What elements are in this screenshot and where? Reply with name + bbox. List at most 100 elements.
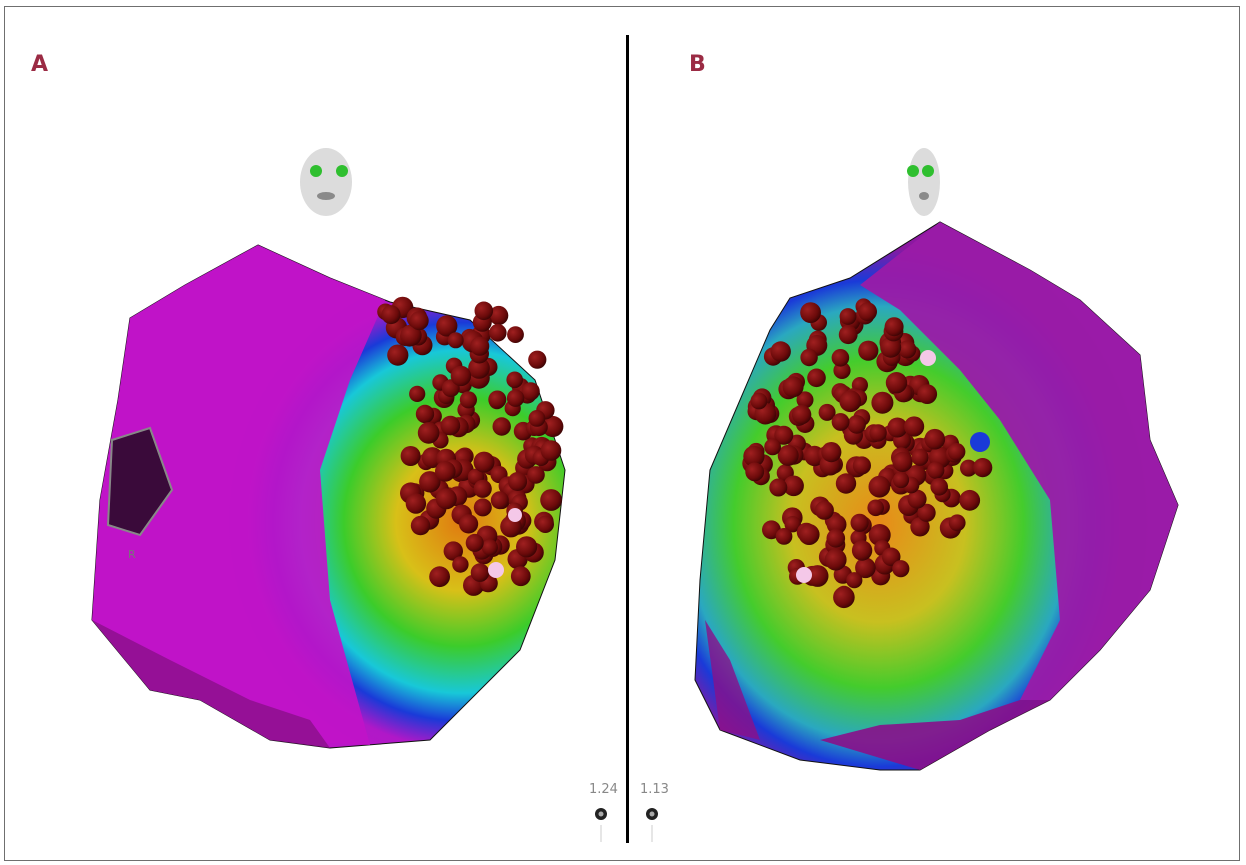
- ablation-lesion: [540, 489, 562, 511]
- ablation-lesion: [851, 540, 873, 561]
- ablation-lesion: [833, 586, 855, 609]
- catheter-marker: [488, 562, 504, 578]
- ablation-lesion: [473, 498, 492, 517]
- ablation-lesion: [775, 528, 793, 545]
- ablation-lesion: [473, 479, 492, 498]
- ablation-lesion: [506, 389, 525, 407]
- ablation-lesion: [410, 515, 431, 536]
- ablation-lesion: [858, 302, 877, 322]
- ablation-lesion: [838, 325, 858, 345]
- ablation-lesion: [880, 336, 902, 358]
- ablation-lesion: [846, 572, 863, 589]
- ablation-lesion: [435, 461, 456, 482]
- ablation-lesion: [782, 376, 804, 398]
- ablation-lesion: [884, 317, 904, 337]
- ablation-lesion: [858, 340, 879, 361]
- ablation-lesion: [489, 305, 509, 326]
- ablation-lesion: [881, 547, 901, 567]
- ablation-lesion: [459, 391, 477, 409]
- ablation-lesion: [470, 336, 490, 356]
- ablation-lesion: [826, 514, 847, 535]
- ablation-lesion: [521, 382, 540, 401]
- ablation-lesion: [419, 471, 441, 493]
- orientation-letter-r: R: [128, 548, 136, 561]
- ablation-lesion: [443, 541, 463, 561]
- ablation-lesion: [824, 548, 847, 571]
- ablation-lesion: [492, 417, 511, 436]
- ablation-lesion: [917, 503, 936, 522]
- ablation-lesion: [835, 473, 857, 494]
- ablation-lesion: [490, 491, 509, 510]
- ablation-lesion: [770, 341, 791, 362]
- catheter-marker: [796, 567, 812, 583]
- ablation-lesion: [465, 533, 484, 552]
- ablation-lesion: [959, 489, 981, 511]
- ablation-lesion: [800, 348, 818, 367]
- ablation-lesion: [459, 514, 479, 534]
- panel-label-a: A: [31, 52, 49, 77]
- ablation-lesion: [435, 488, 457, 510]
- ablation-lesion: [791, 405, 812, 425]
- ablation-lesion: [516, 536, 538, 558]
- ablation-lesion: [528, 410, 546, 427]
- ablation-lesion: [400, 446, 421, 466]
- ablation-lesion: [831, 349, 850, 367]
- ablation-lesion: [381, 305, 401, 325]
- ablation-lesion: [826, 529, 846, 548]
- ablation-lesion: [750, 392, 768, 410]
- ablation-lesion: [470, 563, 490, 582]
- head-orientation-icon-a: [300, 148, 352, 216]
- ablation-lesion: [508, 472, 528, 491]
- ablation-lesion: [831, 413, 850, 431]
- ablation-lesion: [907, 489, 927, 509]
- ablation-lesion: [745, 462, 765, 482]
- ablation-lesion: [847, 415, 866, 434]
- ablation-lesion: [806, 565, 829, 587]
- ablation-lesion: [839, 308, 857, 325]
- ablation-lesion: [927, 461, 945, 479]
- ablation-lesion: [867, 499, 884, 517]
- ablation-lesion: [917, 384, 938, 404]
- ablation-lesion: [405, 493, 427, 514]
- panel-divider: [626, 35, 629, 843]
- ablation-lesion: [821, 442, 842, 463]
- ablation-lesion: [855, 557, 876, 579]
- ablation-lesion: [924, 428, 946, 450]
- ablation-lesion: [540, 440, 562, 461]
- ablation-lesion: [468, 357, 490, 379]
- ablation-lesion: [885, 372, 908, 394]
- ablation-lesion: [947, 443, 966, 461]
- ablation-lesion: [488, 390, 507, 409]
- ablation-lesion: [777, 444, 799, 466]
- ablation-lesion: [868, 475, 891, 498]
- ablation-lesion: [948, 514, 966, 532]
- ablation-lesion: [409, 311, 429, 331]
- scale-value-b: 1.13: [640, 782, 669, 797]
- ablation-lesion: [481, 539, 498, 556]
- ablation-lesions-a: [377, 296, 564, 596]
- ablation-lesion: [930, 478, 948, 496]
- ablation-lesion: [814, 500, 834, 520]
- ablation-lesion: [800, 302, 821, 323]
- panel-label-b: B: [689, 52, 706, 77]
- ablation-lesion: [409, 385, 426, 402]
- ablation-lesion: [417, 422, 440, 444]
- ablation-lesion: [542, 415, 564, 438]
- ablation-lesion: [892, 451, 913, 472]
- ablation-lesion: [960, 459, 977, 477]
- ablation-lesion: [869, 424, 887, 442]
- ablation-lesion: [892, 560, 910, 578]
- ablation-lesion: [892, 471, 910, 489]
- catheter-marker: [920, 350, 936, 366]
- ablation-lesion: [527, 466, 545, 484]
- ablation-lesion: [783, 475, 804, 497]
- ablation-lesion: [400, 324, 422, 346]
- ablation-lesion: [796, 391, 814, 409]
- ablation-lesion: [852, 456, 872, 475]
- ablation-lesion: [898, 340, 917, 359]
- ablation-lesion: [447, 332, 464, 349]
- ablation-lesion: [774, 425, 794, 445]
- map-a: [91, 244, 566, 749]
- scale-value-a: 1.24: [589, 782, 618, 797]
